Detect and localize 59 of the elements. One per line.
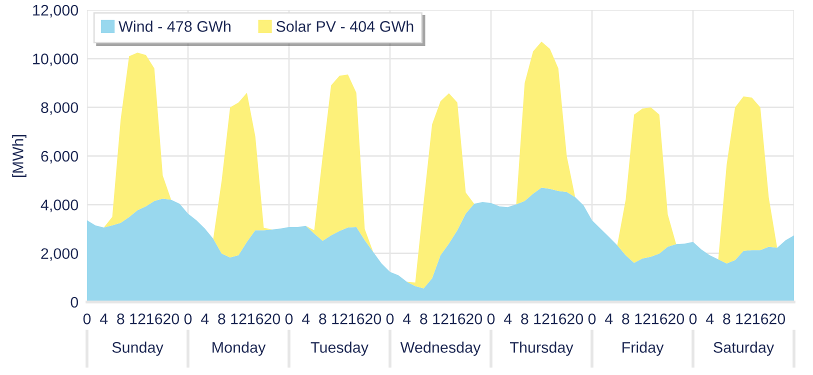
x-tick-label: 16 bbox=[248, 314, 264, 324]
x-tick-label: 4 bbox=[200, 314, 209, 324]
x-tick-label: 20 bbox=[365, 314, 382, 324]
x-tick-label: 12 bbox=[231, 314, 246, 324]
text: Thursday bbox=[510, 342, 574, 356]
x-tick-label: 0 bbox=[83, 314, 91, 324]
y-tick-label: 0 bbox=[70, 296, 78, 308]
legend-label: Solar PV - 404 GWh bbox=[276, 20, 414, 32]
x-tick-label: 20 bbox=[466, 314, 482, 324]
x-tick-label: 12 bbox=[736, 314, 752, 324]
text: Tuesday bbox=[310, 342, 368, 356]
x-tick-label: 16 bbox=[652, 314, 668, 324]
y-tick-label: 8,000 bbox=[41, 102, 78, 115]
x-tick-label: 8 bbox=[622, 314, 630, 324]
x-tick-label: 20 bbox=[264, 314, 280, 324]
x-tick-label: 8 bbox=[319, 314, 326, 324]
x-tick-label: 12 bbox=[534, 314, 550, 324]
x-tick-label: 8 bbox=[521, 314, 528, 324]
x-tick-label: 20 bbox=[668, 314, 684, 324]
x-tick-label: 0 bbox=[184, 314, 192, 324]
x-tick-label: 4 bbox=[504, 314, 512, 324]
x-tick-label: 12 bbox=[332, 314, 348, 324]
text: Monday bbox=[212, 342, 266, 356]
y-tick-label: 12,000 bbox=[33, 4, 78, 18]
x-tick-label: 4 bbox=[706, 314, 714, 324]
y-tick-label: 4,000 bbox=[40, 200, 78, 212]
x-tick-label: 4 bbox=[302, 314, 310, 324]
x-tick-label: 16 bbox=[147, 314, 162, 324]
x-tick-label: 8 bbox=[117, 314, 124, 324]
x-tick-label: 12 bbox=[635, 314, 650, 324]
x-tick-label: 0 bbox=[588, 314, 596, 324]
x-tick-label: 20 bbox=[567, 314, 584, 324]
x-tick-label: 12 bbox=[433, 314, 448, 324]
x-tick-label: 4 bbox=[402, 314, 411, 324]
y-tick-label: 2,000 bbox=[41, 248, 78, 261]
x-tick-label: 4 bbox=[100, 314, 108, 324]
x-tick-label: 8 bbox=[218, 314, 226, 324]
text: Friday bbox=[622, 342, 664, 356]
x-tick-label: 16 bbox=[450, 314, 466, 324]
x-tick-label: 0 bbox=[689, 314, 697, 324]
y-tick-label: 6,000 bbox=[41, 150, 78, 164]
legend-label: Wind - 478 GWh bbox=[118, 20, 230, 32]
text: Saturday bbox=[714, 342, 774, 356]
x-tick-label: 8 bbox=[420, 314, 428, 324]
x-tick-label: 0 bbox=[285, 314, 293, 324]
x-tick-label: 12 bbox=[130, 314, 146, 324]
x-tick-label: 20 bbox=[163, 314, 180, 324]
x-tick-label: 4 bbox=[604, 314, 613, 324]
y-axis-title: [MWh] bbox=[12, 135, 26, 177]
y-tick-label: 10,000 bbox=[33, 54, 78, 66]
text: Wednesday bbox=[400, 342, 481, 356]
x-tick-label: 8 bbox=[723, 314, 730, 324]
x-tick-label: 0 bbox=[487, 314, 495, 324]
x-tick-label: 16 bbox=[349, 314, 364, 324]
x-tick-label: 16 bbox=[551, 314, 566, 324]
x-tick-label: 16 bbox=[753, 314, 768, 324]
text: Sunday bbox=[112, 342, 164, 356]
x-tick-label: 0 bbox=[386, 314, 394, 324]
x-tick-label: 20 bbox=[769, 314, 786, 324]
